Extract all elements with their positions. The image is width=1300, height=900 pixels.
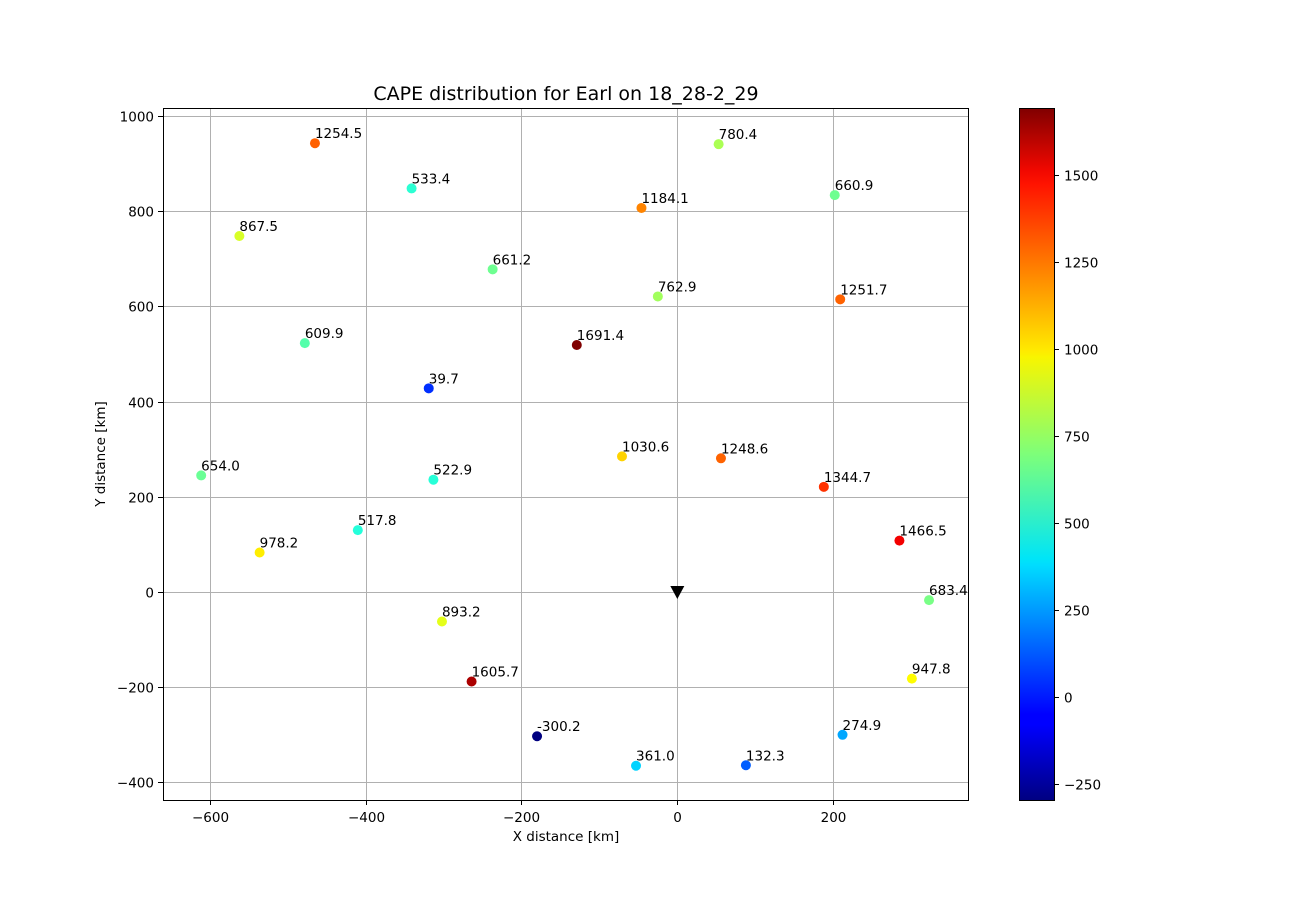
- data-point: [616, 451, 627, 462]
- data-point-label: 132.3: [746, 748, 785, 764]
- x-tick-label: −200: [503, 810, 540, 826]
- data-point-label: 1691.4: [577, 328, 624, 344]
- y-tick-label: −400: [117, 776, 154, 792]
- data-point-label: 893.2: [442, 605, 481, 621]
- y-tick-label: 1000: [120, 110, 154, 126]
- data-point-label: 978.2: [260, 536, 299, 552]
- data-point-label: 654.0: [201, 458, 240, 474]
- data-point: [254, 547, 265, 558]
- data-point-label: 1344.7: [824, 470, 871, 486]
- data-point: [532, 731, 543, 742]
- colorbar-gradient: [1019, 108, 1054, 801]
- data-point: [406, 183, 417, 194]
- y-axis-ticks: −400 −200 0 200 400 600 800 1000: [117, 110, 163, 792]
- data-point-label: 947.8: [912, 662, 951, 678]
- data-point-label: 39.7: [429, 371, 459, 387]
- data-point: [713, 139, 724, 150]
- data-point-label: 780.4: [719, 127, 758, 143]
- colorbar-frame: [1019, 108, 1055, 801]
- grid: [163, 108, 968, 800]
- data-point: [466, 676, 477, 687]
- data-point: [299, 338, 310, 349]
- colorbar-ticks: −250 0 250 500 750 1000 1250 1500: [1054, 169, 1101, 794]
- center-triangle-marker: [670, 586, 685, 600]
- y-tick-label: 0: [145, 586, 154, 602]
- colorbar: −250 0 250 500 750 1000 1250 1500: [1019, 108, 1101, 801]
- x-axis-label: X distance [km]: [513, 829, 620, 845]
- plot-frame: [163, 108, 969, 801]
- data-point: [818, 481, 829, 492]
- data-point-label: 609.9: [305, 326, 344, 342]
- data-point: [487, 264, 498, 275]
- data-point-label: 361.0: [636, 749, 675, 765]
- data-point-label: 1251.7: [840, 282, 887, 298]
- data-point: [835, 294, 846, 305]
- data-point-label: 1184.1: [641, 191, 688, 207]
- colorbar-tick-label: 500: [1064, 517, 1090, 533]
- data-point-label: 1248.6: [721, 441, 768, 457]
- data-point: [352, 525, 363, 536]
- y-tick-label: 200: [128, 491, 154, 507]
- data-point-label: 1466.5: [899, 524, 946, 540]
- x-tick-label: 0: [673, 810, 682, 826]
- data-point: [196, 470, 207, 481]
- data-point: [740, 760, 751, 771]
- data-point-label: 274.9: [843, 718, 882, 734]
- data-point: [234, 231, 245, 242]
- data-point-label: 867.5: [239, 219, 278, 235]
- data-point: [906, 673, 917, 684]
- data-point: [636, 202, 647, 213]
- data-labels: 1254.5 533.4 780.4 1184.1 660.9 867.5 661.2 762…: [201, 126, 968, 765]
- x-tick-label: −400: [348, 810, 385, 826]
- data-points: [196, 138, 935, 771]
- data-point: [715, 453, 726, 464]
- data-point: [924, 595, 935, 606]
- colorbar-tick-label: 1500: [1064, 169, 1098, 185]
- data-point: [837, 729, 848, 740]
- colorbar-tick-label: 750: [1064, 430, 1090, 446]
- x-tick-label: −600: [192, 810, 229, 826]
- colorbar-tick-label: 1250: [1064, 256, 1098, 272]
- data-point-label: 522.9: [433, 463, 472, 479]
- data-point-label: 660.9: [835, 178, 874, 194]
- colorbar-tick-label: −250: [1064, 778, 1101, 794]
- data-point: [423, 383, 434, 394]
- data-point: [829, 190, 840, 201]
- data-point: [652, 291, 663, 302]
- data-point-label: 1030.6: [622, 439, 669, 455]
- data-point-label: 1605.7: [472, 664, 519, 680]
- y-tick-label: 800: [128, 205, 154, 221]
- data-point: [436, 616, 447, 627]
- y-axis-label: Y distance [km]: [93, 401, 109, 508]
- chart-title: CAPE distribution for Earl on 18_28-2_29: [373, 83, 758, 105]
- data-point-label: 533.4: [412, 171, 451, 187]
- y-tick-label: 600: [128, 300, 154, 316]
- data-point: [894, 535, 905, 546]
- data-point-label: 517.8: [358, 513, 397, 529]
- y-tick-label: 400: [128, 396, 154, 412]
- x-axis-ticks: −600 −400 −200 0 200: [192, 800, 846, 826]
- data-point: [309, 138, 320, 149]
- colorbar-tick-label: 0: [1064, 691, 1073, 707]
- data-point: [631, 760, 642, 771]
- data-point-label: 661.2: [493, 252, 532, 268]
- data-point-label: -300.2: [537, 719, 581, 735]
- data-point-label: 683.4: [929, 583, 968, 599]
- x-tick-label: 200: [821, 810, 847, 826]
- colorbar-tick-label: 1000: [1064, 343, 1098, 359]
- colorbar-tick-label: 250: [1064, 604, 1090, 620]
- y-tick-label: −200: [117, 681, 154, 697]
- data-point-label: 762.9: [658, 279, 697, 295]
- data-point-label: 1254.5: [315, 126, 362, 142]
- data-point: [571, 340, 582, 351]
- data-point: [428, 474, 439, 485]
